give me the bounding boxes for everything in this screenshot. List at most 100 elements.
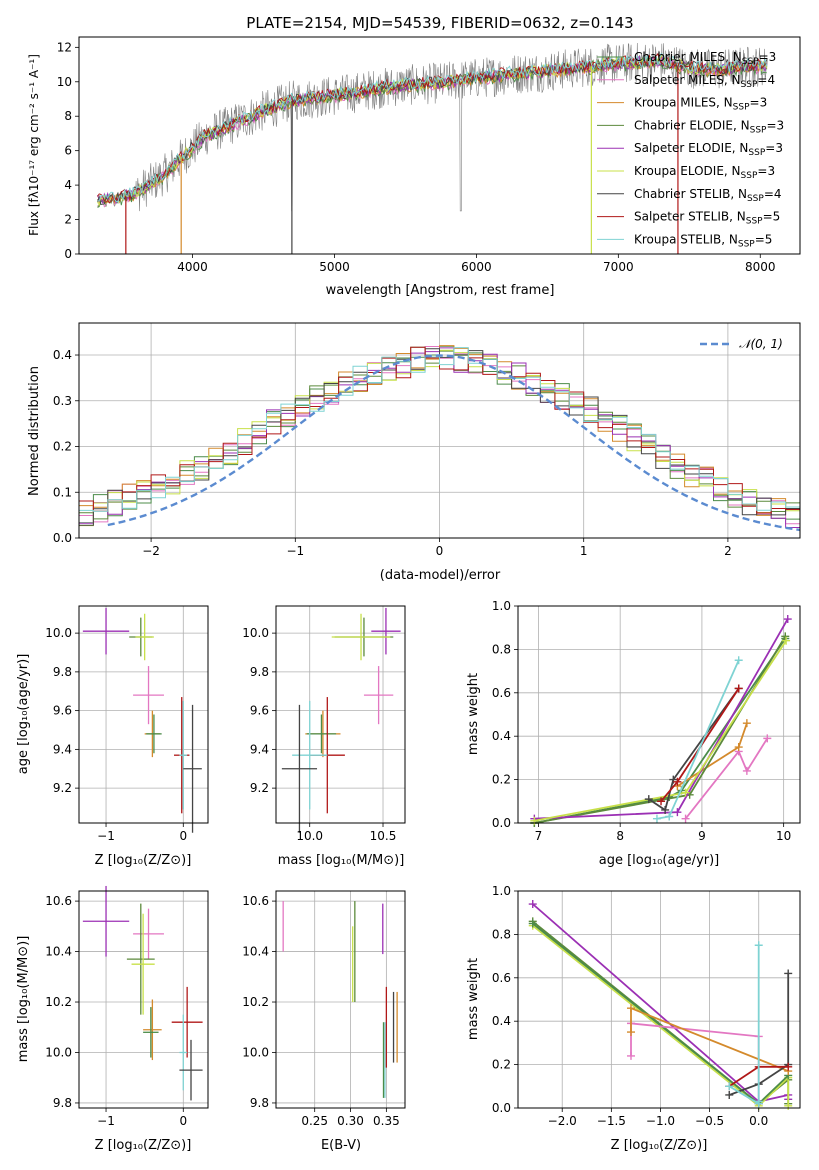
residual-histogram [79, 347, 800, 512]
y-tick-label: 10.2 [45, 995, 72, 1009]
error-bar-point [135, 613, 154, 661]
weight-marker [754, 941, 763, 950]
x-tick-label: 0 [179, 829, 187, 843]
y-tick-label: 10.0 [45, 1045, 72, 1059]
y-tick-label: 9.4 [53, 742, 72, 756]
weight-series-line [534, 640, 787, 822]
x-tick-label: 1 [580, 544, 588, 558]
legend-label: Chabrier MILES, NSSP=3 [634, 50, 776, 67]
y-tick-label: 0.8 [492, 927, 511, 941]
weight-marker [644, 795, 653, 804]
y-tick-label: 10.4 [45, 945, 72, 959]
mass-vs-ebv-axes-frame [275, 890, 406, 1109]
x-tick-label: 0 [436, 544, 444, 558]
residuals-panel: −2 −1 0 1 2 0.0 0.1 0.2 0.3 0.4 (data-model)/erro… [27, 322, 801, 583]
legend-count: =3 [766, 118, 784, 132]
weight-marker [754, 1097, 763, 1106]
x-tick-label: −1 [97, 1114, 115, 1128]
spectrum-xlabel: wavelength [Angstrom, rest frame] [326, 283, 555, 298]
y-tick-label: 10.2 [242, 995, 269, 1009]
weight-vs-age-axes-frame [517, 605, 801, 824]
weight-vs-age-xlabel: age [log₁₀(age/yr)] [599, 853, 720, 868]
weight-vs-Z-panel: −2.0 −1.5 −1.0 −0.5 0.0 0.0 0.2 0.4 0.6 0.8 1.0 Z … [466, 884, 801, 1153]
y-tick-label: 0 [64, 247, 72, 261]
legend-count: =5 [763, 210, 781, 224]
mass-vs-ebv-xlabel: E(B-V) [321, 1138, 361, 1153]
legend-count: =4 [757, 73, 775, 87]
y-tick-label: 10.6 [242, 894, 269, 908]
weight-marker [725, 1082, 734, 1091]
error-bar-point [82, 607, 130, 655]
y-tick-label: 10.4 [242, 945, 269, 959]
y-tick-label: 10.6 [45, 894, 72, 908]
legend-label: Salpeter MILES, NSSP=4 [634, 73, 775, 90]
residuals-legend: 𝒩(0, 1) [700, 337, 783, 351]
weight-marker [681, 788, 690, 797]
y-tick-label: 9.8 [250, 1096, 269, 1110]
legend-label: Kroupa ELODIE, NSSP=3 [634, 164, 775, 181]
y-tick-label: 9.8 [53, 1096, 72, 1110]
weight-series-line [532, 924, 790, 1107]
weight-marker [626, 1004, 635, 1013]
age-vs-mass-axes-frame [275, 605, 406, 824]
mass-vs-Z-axes-frame [78, 890, 209, 1109]
y-tick-label: 0.0 [492, 1101, 511, 1115]
y-tick-label: 0.2 [53, 440, 72, 454]
weight-marker [673, 808, 682, 817]
x-tick-label: 5000 [319, 260, 350, 274]
legend-count: =3 [759, 50, 777, 64]
x-tick-label: −2.0 [548, 1114, 577, 1128]
legend-label: Kroupa STELIB, NSSP=5 [634, 232, 772, 249]
y-tick-label: 8 [64, 109, 72, 123]
x-tick-label: 7000 [603, 260, 634, 274]
figure-title: PLATE=2154, MJD=54539, FIBERID=0632, z=0… [246, 14, 633, 32]
weight-series-line [534, 637, 787, 824]
error-bar-point [363, 666, 394, 725]
weight-series-line [728, 945, 760, 1106]
x-tick-label: −1 [286, 544, 304, 558]
weight-marker [681, 814, 690, 823]
x-tick-label: 8000 [745, 260, 776, 274]
x-tick-label: 4000 [177, 260, 208, 274]
error-bar-point [331, 613, 391, 661]
weight-vs-age-ylabel: mass weight [466, 673, 481, 755]
weight-marker [665, 812, 674, 821]
y-tick-label: 1.0 [492, 599, 511, 613]
legend-subscript: SSP [741, 80, 758, 90]
x-tick-label: 0.25 [301, 1114, 328, 1128]
y-tick-label: 10.0 [242, 1045, 269, 1059]
legend-label: Chabrier ELODIE, NSSP=3 [634, 118, 784, 135]
x-tick-label: 8 [616, 829, 624, 843]
weight-series-line [534, 635, 787, 824]
error-bar-point [146, 714, 162, 754]
weight-marker [734, 656, 743, 665]
y-tick-label: 9.8 [53, 665, 72, 679]
legend-count: =4 [764, 187, 782, 201]
error-bar-point [179, 1039, 203, 1101]
age-vs-mass-xlabel: mass [log₁₀(M/M⊙)] [278, 853, 405, 868]
y-tick-label: 0.3 [53, 394, 72, 408]
y-tick-label: 0.4 [492, 1014, 511, 1028]
legend-subscript: SSP [733, 103, 750, 113]
y-tick-label: 9.6 [250, 704, 269, 718]
weight-marker [783, 615, 792, 624]
mass-vs-Z-ylabel: mass [log₁₀(M/M⊙)] [16, 936, 31, 1063]
error-bar-point [131, 913, 155, 1015]
y-tick-label: 0.1 [53, 485, 72, 499]
error-bar-point [171, 986, 203, 1058]
legend-count: =3 [757, 164, 775, 178]
y-tick-label: 0.0 [53, 531, 72, 545]
error-bar-point [133, 908, 164, 960]
age-vs-Z-ylabel: age [log₁₀(age/yr)] [16, 654, 31, 775]
legend-subscript: SSP [750, 125, 767, 135]
residuals-ylabel: Normed distribution [27, 366, 42, 496]
legend-subscript: SSP [742, 57, 759, 67]
weight-vs-Z-axes-frame [517, 890, 801, 1109]
x-tick-label: −2 [142, 544, 160, 558]
x-tick-label: 10 [776, 829, 791, 843]
x-tick-label: 0.30 [337, 1114, 364, 1128]
residual-histogram [79, 348, 800, 526]
y-tick-label: 9.2 [250, 781, 269, 795]
x-tick-label: 9 [698, 829, 706, 843]
weight-series-line [684, 737, 769, 820]
